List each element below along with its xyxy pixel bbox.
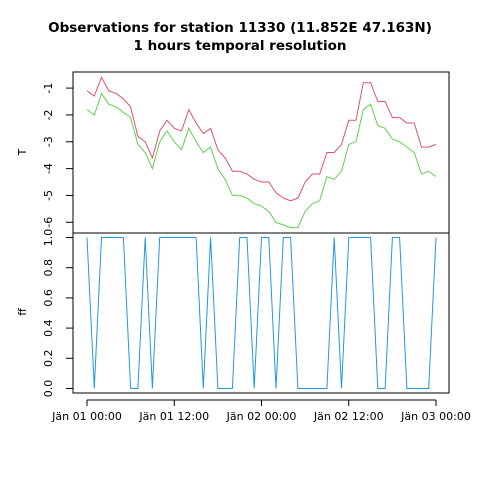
top-y-axis: -1 -2 -3 -4 -5 -6 [42, 83, 74, 228]
top-y-tick-label: -6 [42, 217, 55, 228]
panel-top-frame [72, 71, 450, 234]
bottom-series-group [86, 237, 437, 389]
bottom-y-tick-label: 1.0 [42, 229, 55, 247]
x-tick-label: Jän 02 00:00 [226, 410, 297, 423]
bottom-y-axis: 0.0 0.2 0.4 0.6 0.8 1.0 [42, 229, 74, 398]
x-tick-label: Jän 01 12:00 [138, 410, 209, 423]
bottom-y-tick-label: 0.2 [42, 350, 55, 368]
x-tick-label: Jän 02 12:00 [313, 410, 384, 423]
bottom-y-tick-label: 0.0 [42, 380, 55, 398]
chart-title: Observations for station 11330 (11.852E … [48, 20, 432, 36]
top-series-group [86, 76, 437, 229]
top-y-tick-label: -1 [42, 83, 55, 94]
top-series-line-0 [86, 76, 437, 202]
bottom-y-tick-label: 0.8 [42, 259, 55, 277]
bottom-series-line-0 [86, 237, 437, 389]
x-tick-label: Jän 03 00:00 [400, 410, 471, 423]
bottom-y-tick-label: 0.6 [42, 289, 55, 307]
top-y-tick-label: -2 [42, 109, 55, 120]
chart-subtitle: 1 hours temporal resolution [133, 38, 346, 54]
x-tick-label: Jän 01 00:00 [51, 410, 122, 423]
top-y-tick-label: -5 [42, 190, 55, 201]
panel-bottom-ylabel: ff [16, 308, 29, 316]
top-y-tick-label: -3 [42, 136, 55, 147]
top-series-line-1 [86, 92, 437, 229]
bottom-y-tick-label: 0.4 [42, 319, 55, 337]
top-y-tick-label: -4 [42, 163, 55, 174]
x-axis: Jän 01 00:00 Jän 01 12:00 Jän 02 00:00 Jän … [51, 399, 471, 423]
panel-top-ylabel: T [16, 148, 29, 156]
